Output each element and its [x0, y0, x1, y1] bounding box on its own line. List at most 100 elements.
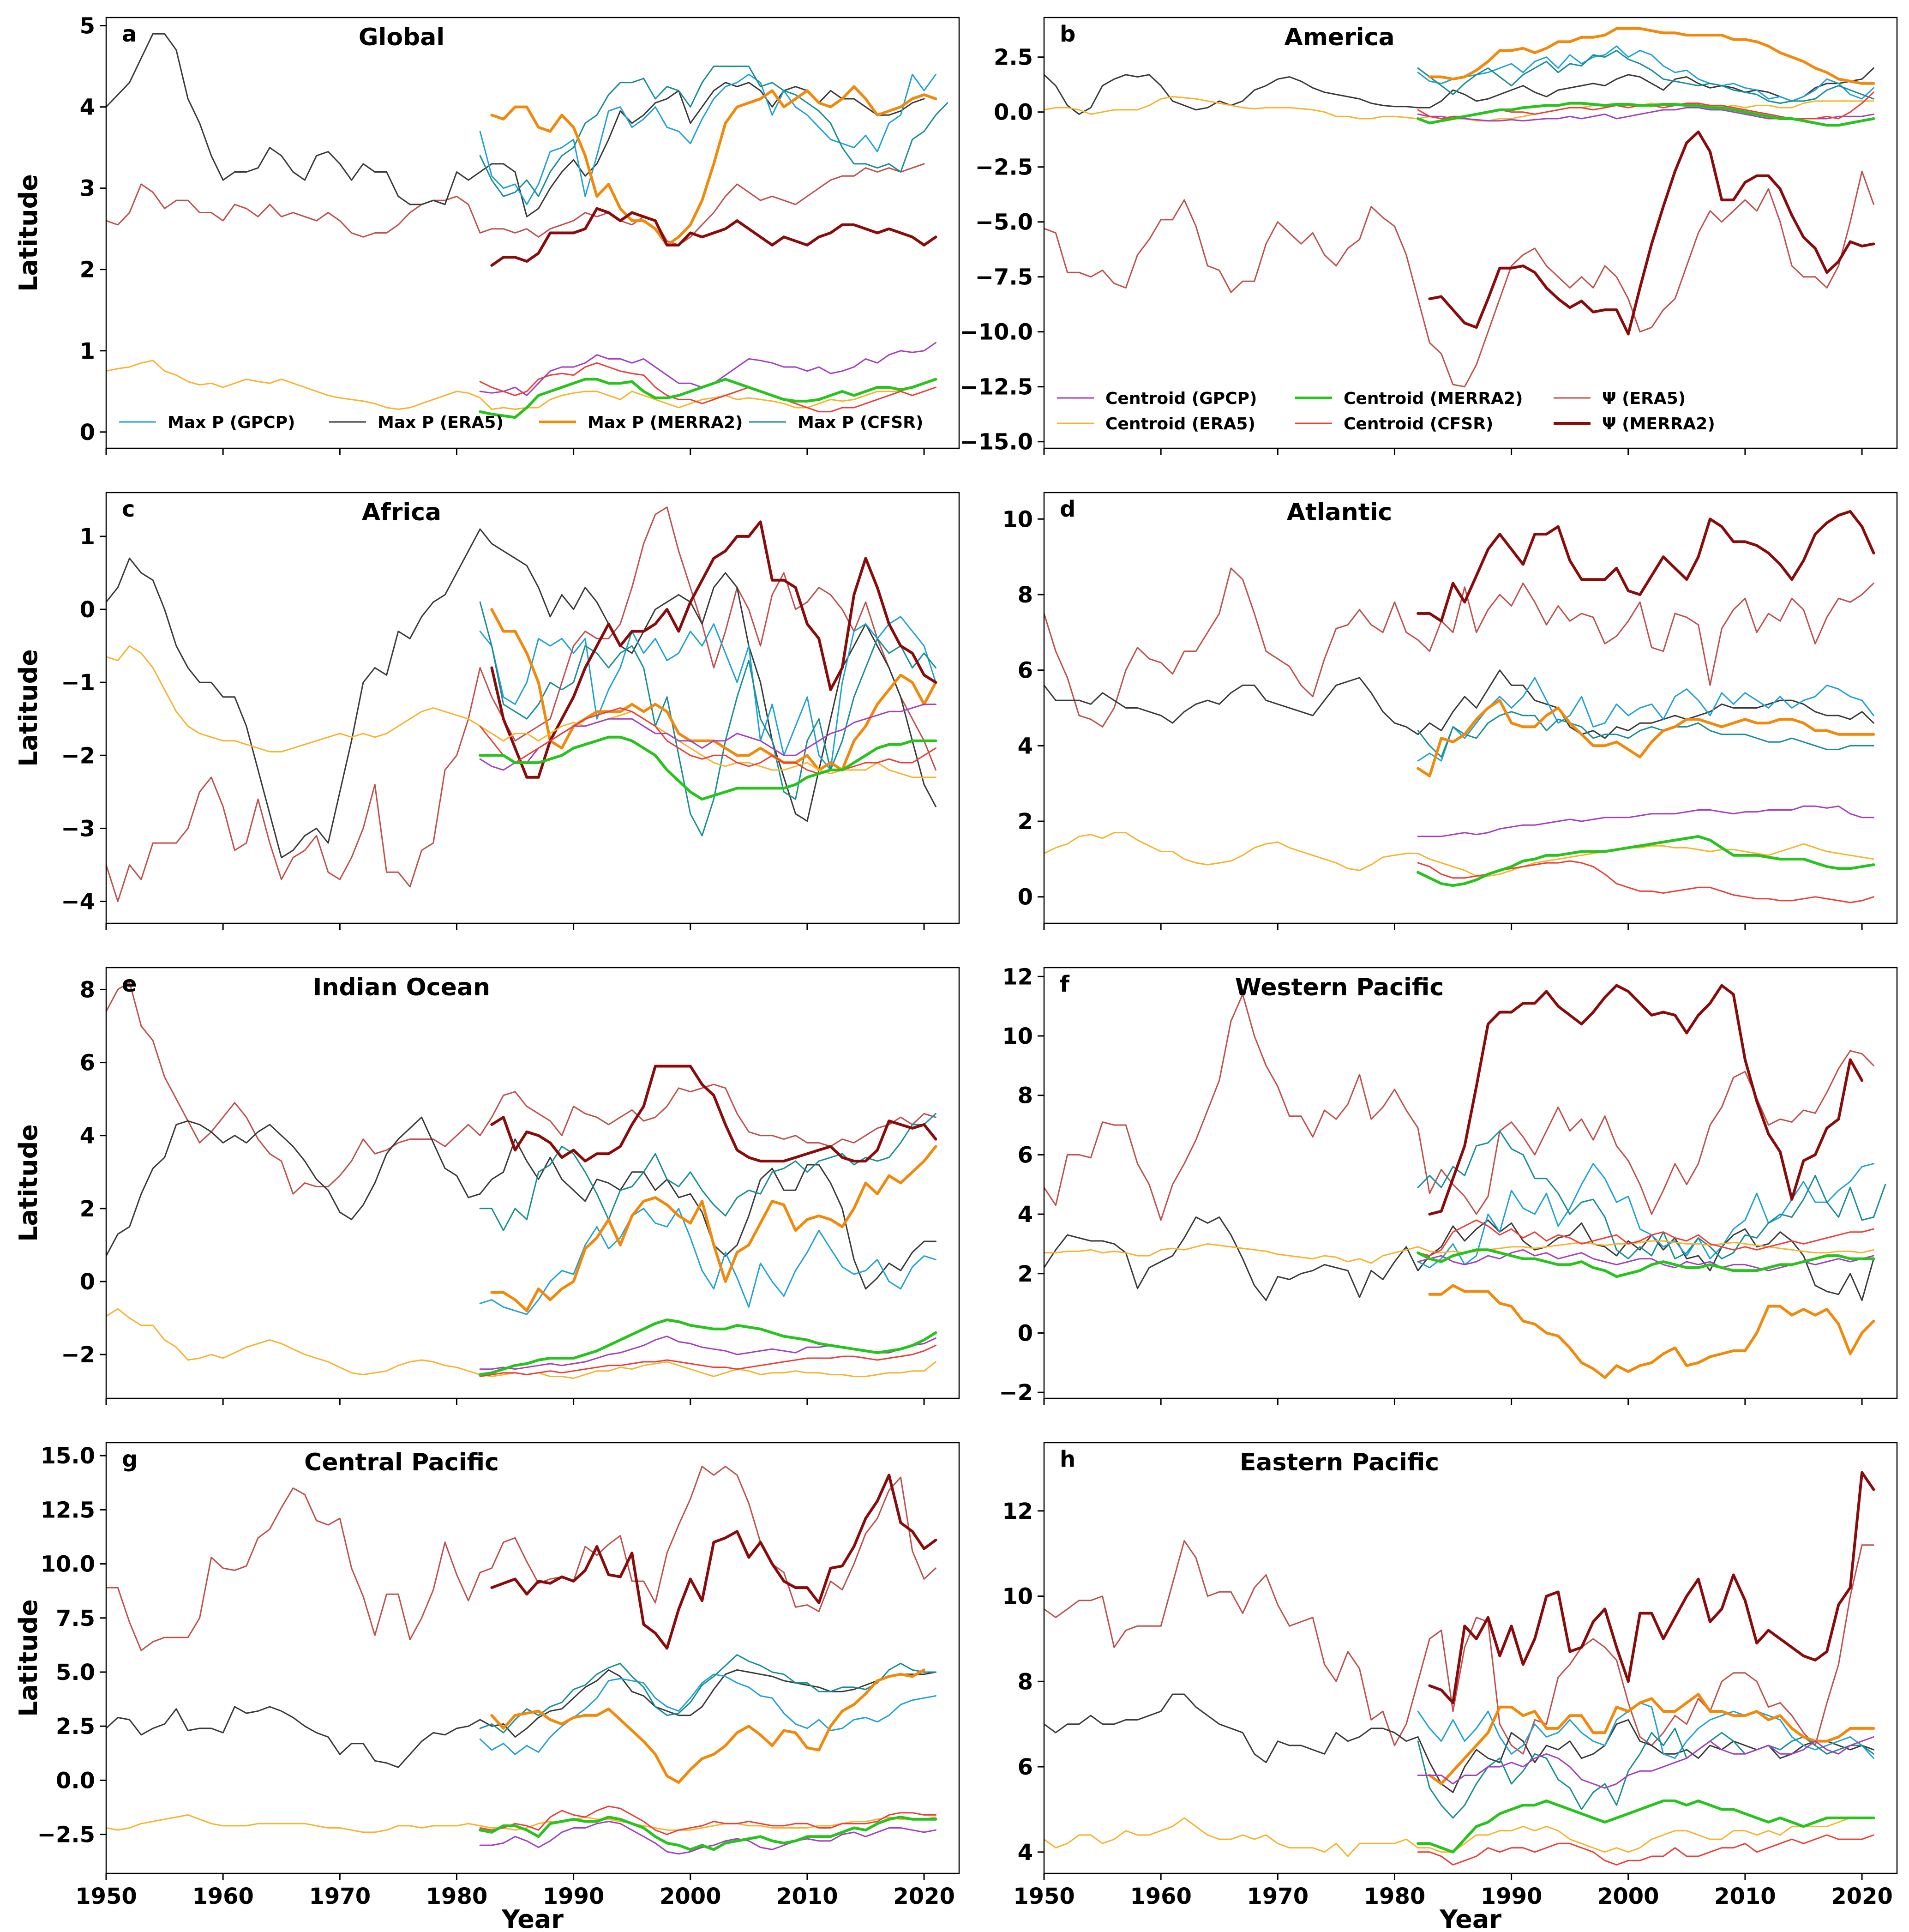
y-tick-label: 0.0	[994, 100, 1033, 126]
series-line-max-p-era5	[1044, 669, 1874, 739]
series-group	[1044, 510, 1875, 903]
series-line-max-p-gpcp	[479, 73, 936, 205]
legend-label: Max P (ERA5)	[378, 413, 504, 432]
series-line-max-p-cfsr	[1417, 1727, 1874, 1819]
plot-frame	[1043, 17, 1898, 449]
legend-label: Centroid (CFSR)	[1344, 415, 1493, 433]
series-line-centroid-era5	[1044, 832, 1874, 877]
series-line-centroid-era5	[1044, 1817, 1874, 1857]
series-line-psi-merra2	[1417, 510, 1875, 623]
series-line-psi-era5	[106, 1466, 936, 1651]
plot-frame	[105, 967, 960, 1399]
panel-title: Eastern Pacific	[1240, 1449, 1439, 1476]
legend-label: Centroid (ERA5)	[1105, 415, 1255, 433]
y-tick-label: 10	[1002, 506, 1033, 532]
legend-label: Max P (GPCP)	[168, 413, 295, 432]
series-line-centroid-merra2	[1417, 1800, 1875, 1854]
y-tick-label: −15.0	[960, 429, 1033, 455]
series-line-max-p-era5	[106, 1116, 936, 1290]
y-tick-label: 0	[80, 597, 95, 623]
series-line-centroid-cfsr	[479, 362, 936, 413]
x-tick-label: 2010	[1714, 1884, 1776, 1909]
y-tick-label: 12.5	[41, 1497, 95, 1523]
series-line-centroid-era5	[1044, 1240, 1874, 1264]
series-line-max-p-gpcp	[1417, 1163, 1874, 1269]
series-line-max-p-era5	[106, 33, 925, 217]
series-group	[106, 506, 937, 903]
y-tick-label: 2	[1018, 809, 1033, 835]
y-tick-label: 10.0	[41, 1552, 95, 1577]
panel-d: 0 2 4 6 8 10 d Atlantic	[1002, 492, 1898, 930]
y-tick-label: −2	[61, 743, 95, 769]
series-line-centroid-merra2	[1417, 102, 1875, 127]
x-tick-label: 1960	[192, 1884, 254, 1909]
y-tick-label: 6	[80, 1050, 95, 1076]
y-tick-label: 4	[80, 1123, 95, 1149]
y-tick-label: −5.0	[975, 210, 1033, 235]
series-line-max-p-gpcp	[479, 1673, 936, 1755]
series-line-max-p-cfsr	[1417, 49, 1874, 104]
y-tick-label: 10	[1002, 1023, 1033, 1049]
series-line-centroid-merra2	[479, 378, 937, 419]
series-line-max-p-era5	[1044, 1216, 1874, 1301]
series-line-centroid-merra2	[1417, 835, 1875, 887]
y-tick-label: −1	[61, 670, 95, 696]
y-tick-label: −7.5	[975, 265, 1033, 290]
plot-frame	[1043, 492, 1898, 924]
series-line-centroid-gpcp	[1417, 1736, 1874, 1789]
y-tick-label: 0	[1018, 1320, 1033, 1346]
series-line-psi-merra2	[1428, 130, 1875, 336]
series-line-max-p-merra2	[1428, 1693, 1875, 1785]
plot-frame	[1043, 967, 1898, 1399]
series-line-max-p-merra2	[490, 85, 937, 247]
series-line-centroid-cfsr	[1417, 1219, 1874, 1257]
series-line-max-p-gpcp	[1417, 45, 1874, 102]
panel-letter: h	[1060, 1446, 1075, 1472]
y-tick-label: −4	[61, 889, 95, 915]
legend-label: Max P (CFSR)	[798, 413, 923, 432]
series-line-max-p-merra2	[1428, 1284, 1875, 1379]
x-tick-label: 2000	[660, 1884, 721, 1909]
y-tick-label: 8	[1018, 1083, 1033, 1109]
y-tick-label: 15.0	[41, 1443, 95, 1469]
x-tick-label: 1990	[543, 1884, 605, 1909]
series-line-max-p-cfsr	[479, 601, 936, 837]
panel-title: America	[1284, 24, 1394, 51]
panel-letter: g	[122, 1446, 138, 1472]
y-tick-label: −3	[61, 816, 95, 842]
series-line-max-p-merra2	[1417, 699, 1875, 777]
x-tick-label: 2020	[1831, 1884, 1893, 1909]
y-tick-label: 12	[1002, 1499, 1033, 1524]
series-line-psi-era5	[106, 981, 936, 1195]
plot-frame	[105, 17, 960, 449]
panel-title: Africa	[362, 499, 441, 526]
panel-g: 1950 1960 1970 1980 1990 2000 2010 2020 −2.5 0.0 2…	[14, 1442, 960, 1932]
y-axis-label: Latitude	[14, 174, 43, 292]
x-tick-label: 1990	[1481, 1884, 1543, 1909]
series-line-psi-merra2	[490, 520, 937, 779]
y-tick-label: 4	[80, 95, 95, 120]
y-tick-label: 6	[1018, 1754, 1033, 1780]
series-line-psi-merra2	[490, 1065, 937, 1163]
series-line-max-p-gpcp	[479, 1208, 936, 1315]
series-line-psi-era5	[106, 506, 936, 903]
y-tick-label: 8	[80, 977, 95, 1003]
x-tick-label: 1950	[75, 1884, 137, 1909]
legend-panel-b: Centroid (GPCP) Centroid (ERA5) Centroid (…	[1057, 389, 1715, 433]
panel-title: Atlantic	[1287, 499, 1393, 526]
series-line-psi-merra2	[490, 207, 937, 267]
y-tick-label: −10.0	[960, 319, 1033, 345]
series-line-centroid-era5	[106, 360, 925, 410]
y-tick-label: 4	[1018, 733, 1033, 759]
series-line-max-p-merra2	[490, 1668, 926, 1784]
panel-letter: d	[1060, 496, 1075, 522]
y-tick-label: 10	[1002, 1584, 1033, 1610]
series-line-max-p-gpcp	[479, 616, 936, 771]
panel-b: −15.0 −12.5 −10.0 −7.5 −5.0 −2.5 0.0 2.5 b Americ…	[960, 17, 1898, 455]
legend-label: Ψ (MERRA2)	[1602, 415, 1715, 433]
legend-panel-a: Max P (GPCP) Max P (ERA5) Max P (MERRA2) Ma…	[119, 413, 923, 432]
y-tick-label: 0	[80, 1269, 95, 1295]
